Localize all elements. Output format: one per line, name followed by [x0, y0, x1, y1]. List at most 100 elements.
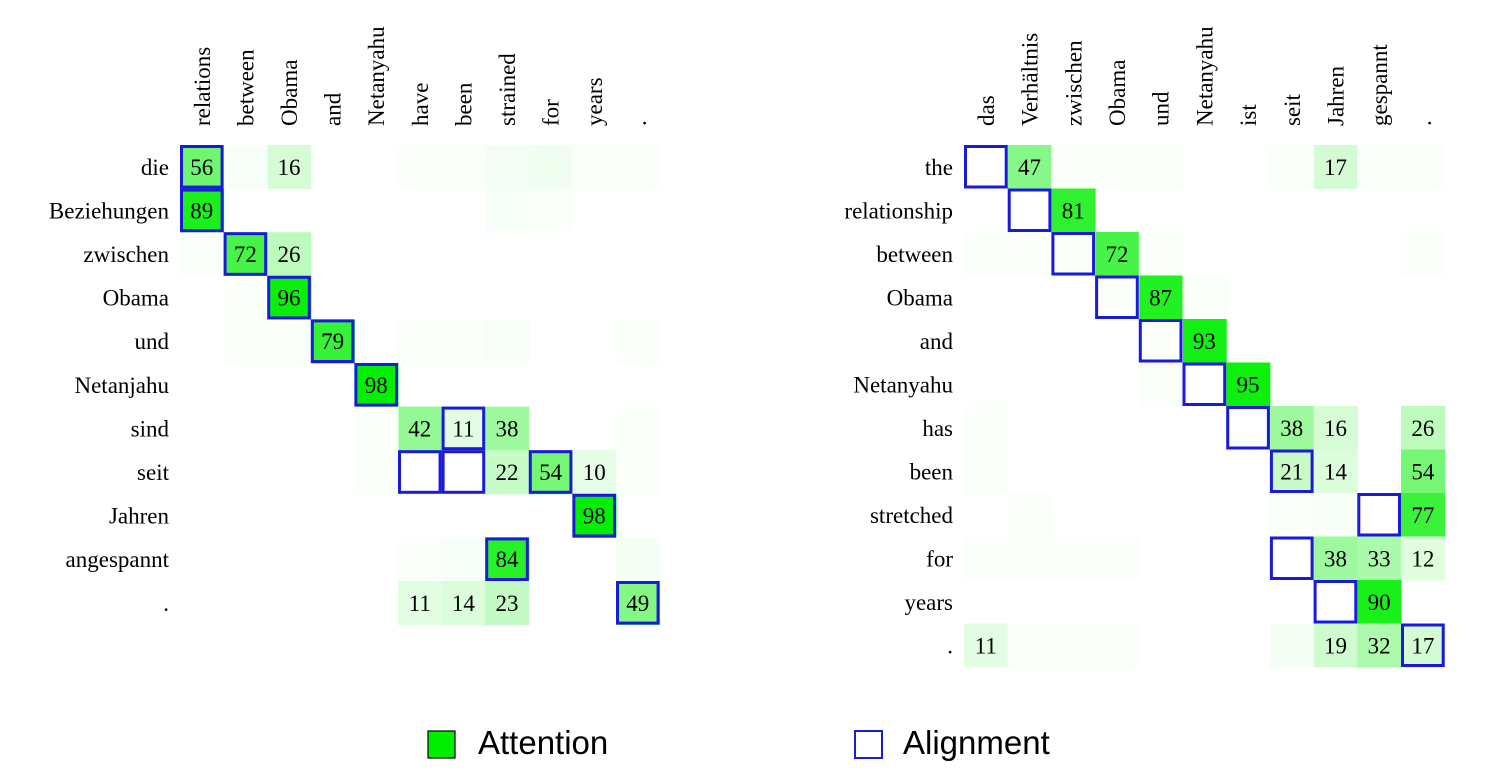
heatmap-cell [180, 188, 225, 233]
row-label: sind [131, 416, 170, 441]
alignment-box [1401, 623, 1445, 667]
cell-value-label: 84 [496, 547, 520, 572]
row-label: . [163, 591, 169, 616]
heatmap-cell [572, 145, 617, 190]
alignment-box [616, 581, 660, 625]
heatmap-cell [1182, 319, 1227, 363]
alignment-box [1269, 449, 1314, 493]
alignment-box [1095, 275, 1139, 319]
legend: Attention Alignment [427, 724, 1050, 761]
heatmap-cell [1357, 536, 1402, 581]
column-label: gespannt [1367, 44, 1392, 126]
alignment-box [310, 319, 355, 363]
alignment-box [354, 363, 398, 407]
heatmap-cell [354, 406, 399, 451]
heatmap-cell [485, 188, 530, 233]
column-label: have [408, 83, 433, 126]
heatmap-cell [1401, 493, 1446, 537]
heatmap-cell [1313, 406, 1358, 450]
heatmap-cell [1269, 406, 1315, 450]
heatmap-cell [398, 406, 443, 451]
column-label: seit [1280, 93, 1305, 126]
heatmap-cell [441, 319, 486, 364]
heatmap-cell [1357, 145, 1402, 189]
heatmap-cell [398, 319, 443, 364]
heatmap-cell [1051, 623, 1096, 668]
heatmap-cell [1401, 536, 1446, 581]
cell-value-label: 42 [408, 416, 431, 441]
cell-value-label: 16 [1324, 416, 1347, 441]
row-label: years [904, 590, 953, 615]
heatmap-cell [1138, 319, 1183, 363]
heatmap-cell [1007, 232, 1052, 276]
alignment-box [964, 145, 1008, 189]
heatmap-en-de: 47 17 81 72 87 93 95 38 16 26 21 14 54 77 38 33 12 90 11 19… [844, 26, 1446, 668]
row-label: seit [137, 460, 170, 485]
alignment-box [1138, 319, 1183, 363]
heatmap-cell [1313, 145, 1358, 189]
column-label: Verhältnis [1018, 33, 1043, 126]
column-label: and [321, 92, 346, 126]
heatmap-cell [1401, 406, 1446, 450]
cell-value-label: 14 [452, 591, 476, 616]
heatmap-cell [964, 623, 1009, 668]
heatmap-cell [1357, 580, 1402, 624]
row-label: . [947, 633, 953, 658]
column-label: Obama [1105, 60, 1130, 126]
alignment-box [441, 450, 486, 494]
column-label: Netanyahu [1192, 26, 1217, 126]
heatmap-cell [1095, 623, 1140, 668]
alignment-box [180, 188, 224, 233]
column-label: strained [495, 53, 520, 126]
heatmap-cell [1051, 232, 1096, 276]
heatmap-cell [485, 145, 530, 190]
heatmap-cell [1051, 536, 1096, 581]
cell-value-label: 77 [1411, 503, 1434, 528]
column-label: ist [1236, 104, 1261, 126]
row-label: the [925, 155, 953, 180]
cell-value-label: 10 [583, 460, 606, 485]
alignment-box [572, 493, 617, 538]
alignment-box [398, 450, 442, 494]
heatmap-cell [964, 232, 1009, 276]
cell-value-label: 21 [1280, 459, 1303, 484]
cell-value-label: 33 [1368, 546, 1391, 571]
column-label: das [974, 95, 999, 126]
heatmap-cell [528, 145, 573, 190]
cell-value-label: 56 [190, 155, 213, 180]
alignment-box [1313, 580, 1358, 624]
cell-value-label: 16 [278, 155, 301, 180]
column-label: zwischen [1061, 40, 1086, 126]
heatmap-cell [441, 145, 486, 190]
heatmap-cell [616, 537, 661, 582]
heatmap-cell [1269, 623, 1315, 668]
column-label: . [1411, 120, 1436, 126]
row-label: und [135, 329, 170, 354]
row-label: zwischen [83, 242, 169, 267]
row-label: Netanjahu [74, 373, 169, 398]
cell-value-label: 72 [234, 242, 257, 267]
cell-value-label: 22 [496, 460, 519, 485]
heatmap-cell [528, 188, 573, 233]
heatmap-cell [1095, 536, 1140, 581]
cell-value-label: 26 [278, 242, 301, 267]
heatmap-cell [398, 537, 443, 582]
cell-value-label: 38 [1280, 416, 1303, 441]
heatmap-cell [485, 581, 530, 626]
heatmap-cell [1182, 275, 1227, 320]
heatmap-cell [354, 363, 399, 408]
heatmap-cell [1313, 449, 1358, 494]
column-label: years [582, 77, 607, 126]
heatmap-de-en: 56 16 89 72 26 96 79 98 42 11 38 22 54 10 98 84 11 14 23 49… [49, 26, 661, 626]
cell-value-label: 95 [1237, 372, 1260, 397]
cell-value-label: 19 [1324, 633, 1347, 658]
heatmap-cell [1138, 145, 1183, 189]
heatmap-cell [964, 406, 1009, 450]
heatmap-cell [1007, 623, 1052, 668]
row-label: Jahren [109, 504, 170, 529]
alignment-box [180, 145, 224, 189]
cell-value-label: 98 [365, 373, 388, 398]
heatmap-cell [1401, 145, 1446, 189]
cell-value-label: 32 [1368, 633, 1391, 658]
